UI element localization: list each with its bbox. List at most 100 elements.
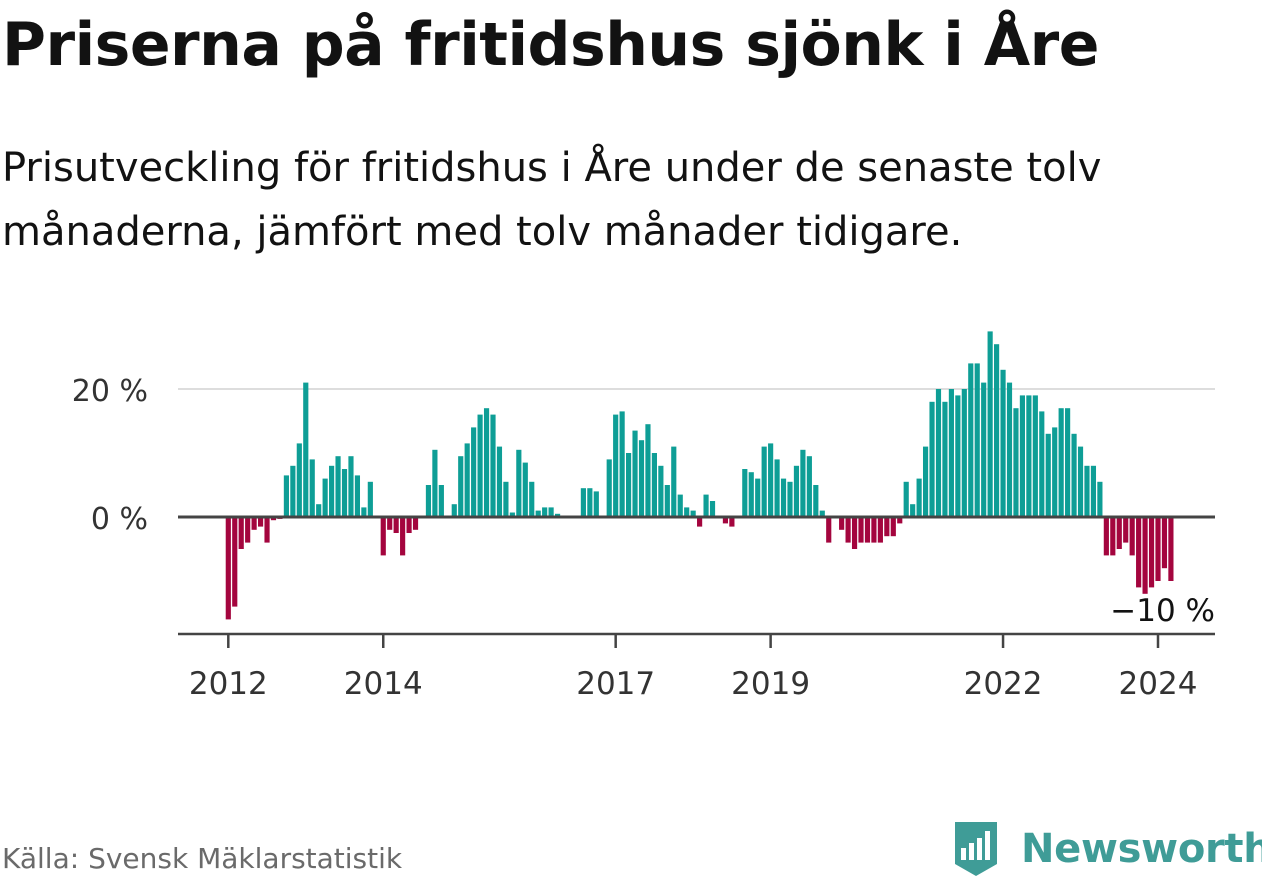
bar: [264, 517, 270, 543]
bar: [922, 446, 929, 517]
y-tick-label: 20 %: [72, 374, 148, 409]
bar: [1052, 427, 1058, 517]
bar: [761, 446, 767, 517]
bar: [697, 517, 703, 527]
bar: [290, 465, 296, 517]
bar: [1090, 465, 1097, 517]
bar: [613, 414, 619, 517]
bar: [1097, 481, 1103, 517]
bar: [1013, 408, 1019, 517]
bar: [406, 517, 412, 533]
brand-name: Newsworthy: [1021, 826, 1262, 872]
bar: [354, 475, 361, 517]
x-tick-label: 2017: [576, 666, 655, 702]
bar: [483, 408, 490, 517]
bar: [787, 481, 793, 517]
bar: [1142, 517, 1148, 594]
bar: [703, 494, 709, 517]
bar: [471, 427, 477, 517]
bar: [806, 456, 812, 517]
bar: [690, 510, 696, 517]
bar: [432, 449, 438, 517]
bar: [1148, 517, 1155, 588]
bar: [270, 517, 277, 521]
bar: [871, 517, 877, 543]
bar: [1077, 446, 1084, 517]
bar: [438, 485, 444, 517]
x-tick-label: 2024: [1119, 666, 1198, 702]
last-value-label: −10 %: [1110, 593, 1215, 629]
bar: [257, 517, 264, 527]
bar: [709, 501, 716, 517]
bar: [535, 510, 541, 517]
bar: [1058, 408, 1064, 517]
x-tick-label: 2022: [964, 666, 1043, 702]
bar: [1155, 517, 1161, 581]
bar: [890, 517, 896, 537]
bar: [826, 517, 832, 543]
bar: [412, 517, 419, 530]
bar: [819, 510, 825, 517]
bar: [361, 507, 367, 517]
bar: [768, 443, 774, 517]
bar: [839, 517, 845, 530]
bar: [793, 465, 800, 517]
bar: [1168, 517, 1174, 581]
bar: [225, 517, 231, 620]
bar: [303, 382, 309, 517]
bar: [748, 472, 754, 517]
bar: [458, 456, 464, 517]
bar: [677, 494, 683, 517]
bar: [335, 456, 341, 517]
bar: [664, 485, 670, 517]
bar: [929, 401, 935, 517]
bar: [509, 512, 515, 517]
bar: [864, 517, 871, 543]
bar: [387, 517, 393, 530]
bar: [341, 469, 348, 517]
bar: [587, 488, 593, 517]
bar: [742, 469, 748, 517]
bar: [632, 430, 638, 517]
bar: [238, 517, 244, 549]
bar: [1026, 395, 1032, 517]
bar: [1136, 517, 1142, 588]
bar: [503, 481, 509, 517]
bar: [380, 517, 386, 556]
bar: [974, 363, 980, 517]
bar: [316, 504, 322, 517]
bar: [994, 344, 1000, 517]
bar: [1019, 395, 1026, 517]
bar: [1116, 517, 1122, 549]
bar: [490, 414, 496, 517]
bar: [477, 414, 483, 517]
bar: [729, 517, 735, 527]
bar: [593, 491, 599, 517]
bar: [948, 389, 954, 517]
bar: [897, 517, 903, 524]
bar: [425, 485, 432, 517]
bar: [858, 517, 864, 543]
bar: [309, 459, 315, 517]
bar: [813, 485, 819, 517]
bar: [981, 382, 987, 517]
bar: [626, 453, 632, 517]
bar: [464, 443, 470, 517]
bar: [322, 478, 328, 517]
bar: [554, 513, 561, 517]
bar: [232, 517, 238, 607]
bar: [774, 459, 780, 517]
bar: [1032, 395, 1038, 517]
bar: [1084, 465, 1090, 517]
bar: [780, 478, 787, 517]
bar: [851, 517, 858, 549]
bar: [400, 517, 406, 556]
bar: [529, 481, 535, 517]
newsworthy-logo: Newsworthy: [951, 818, 1262, 880]
bar: [684, 507, 690, 517]
bar: [580, 488, 586, 517]
bar: [1065, 408, 1071, 517]
bar: [910, 504, 916, 517]
bar: [548, 507, 554, 517]
bar: [651, 453, 657, 517]
